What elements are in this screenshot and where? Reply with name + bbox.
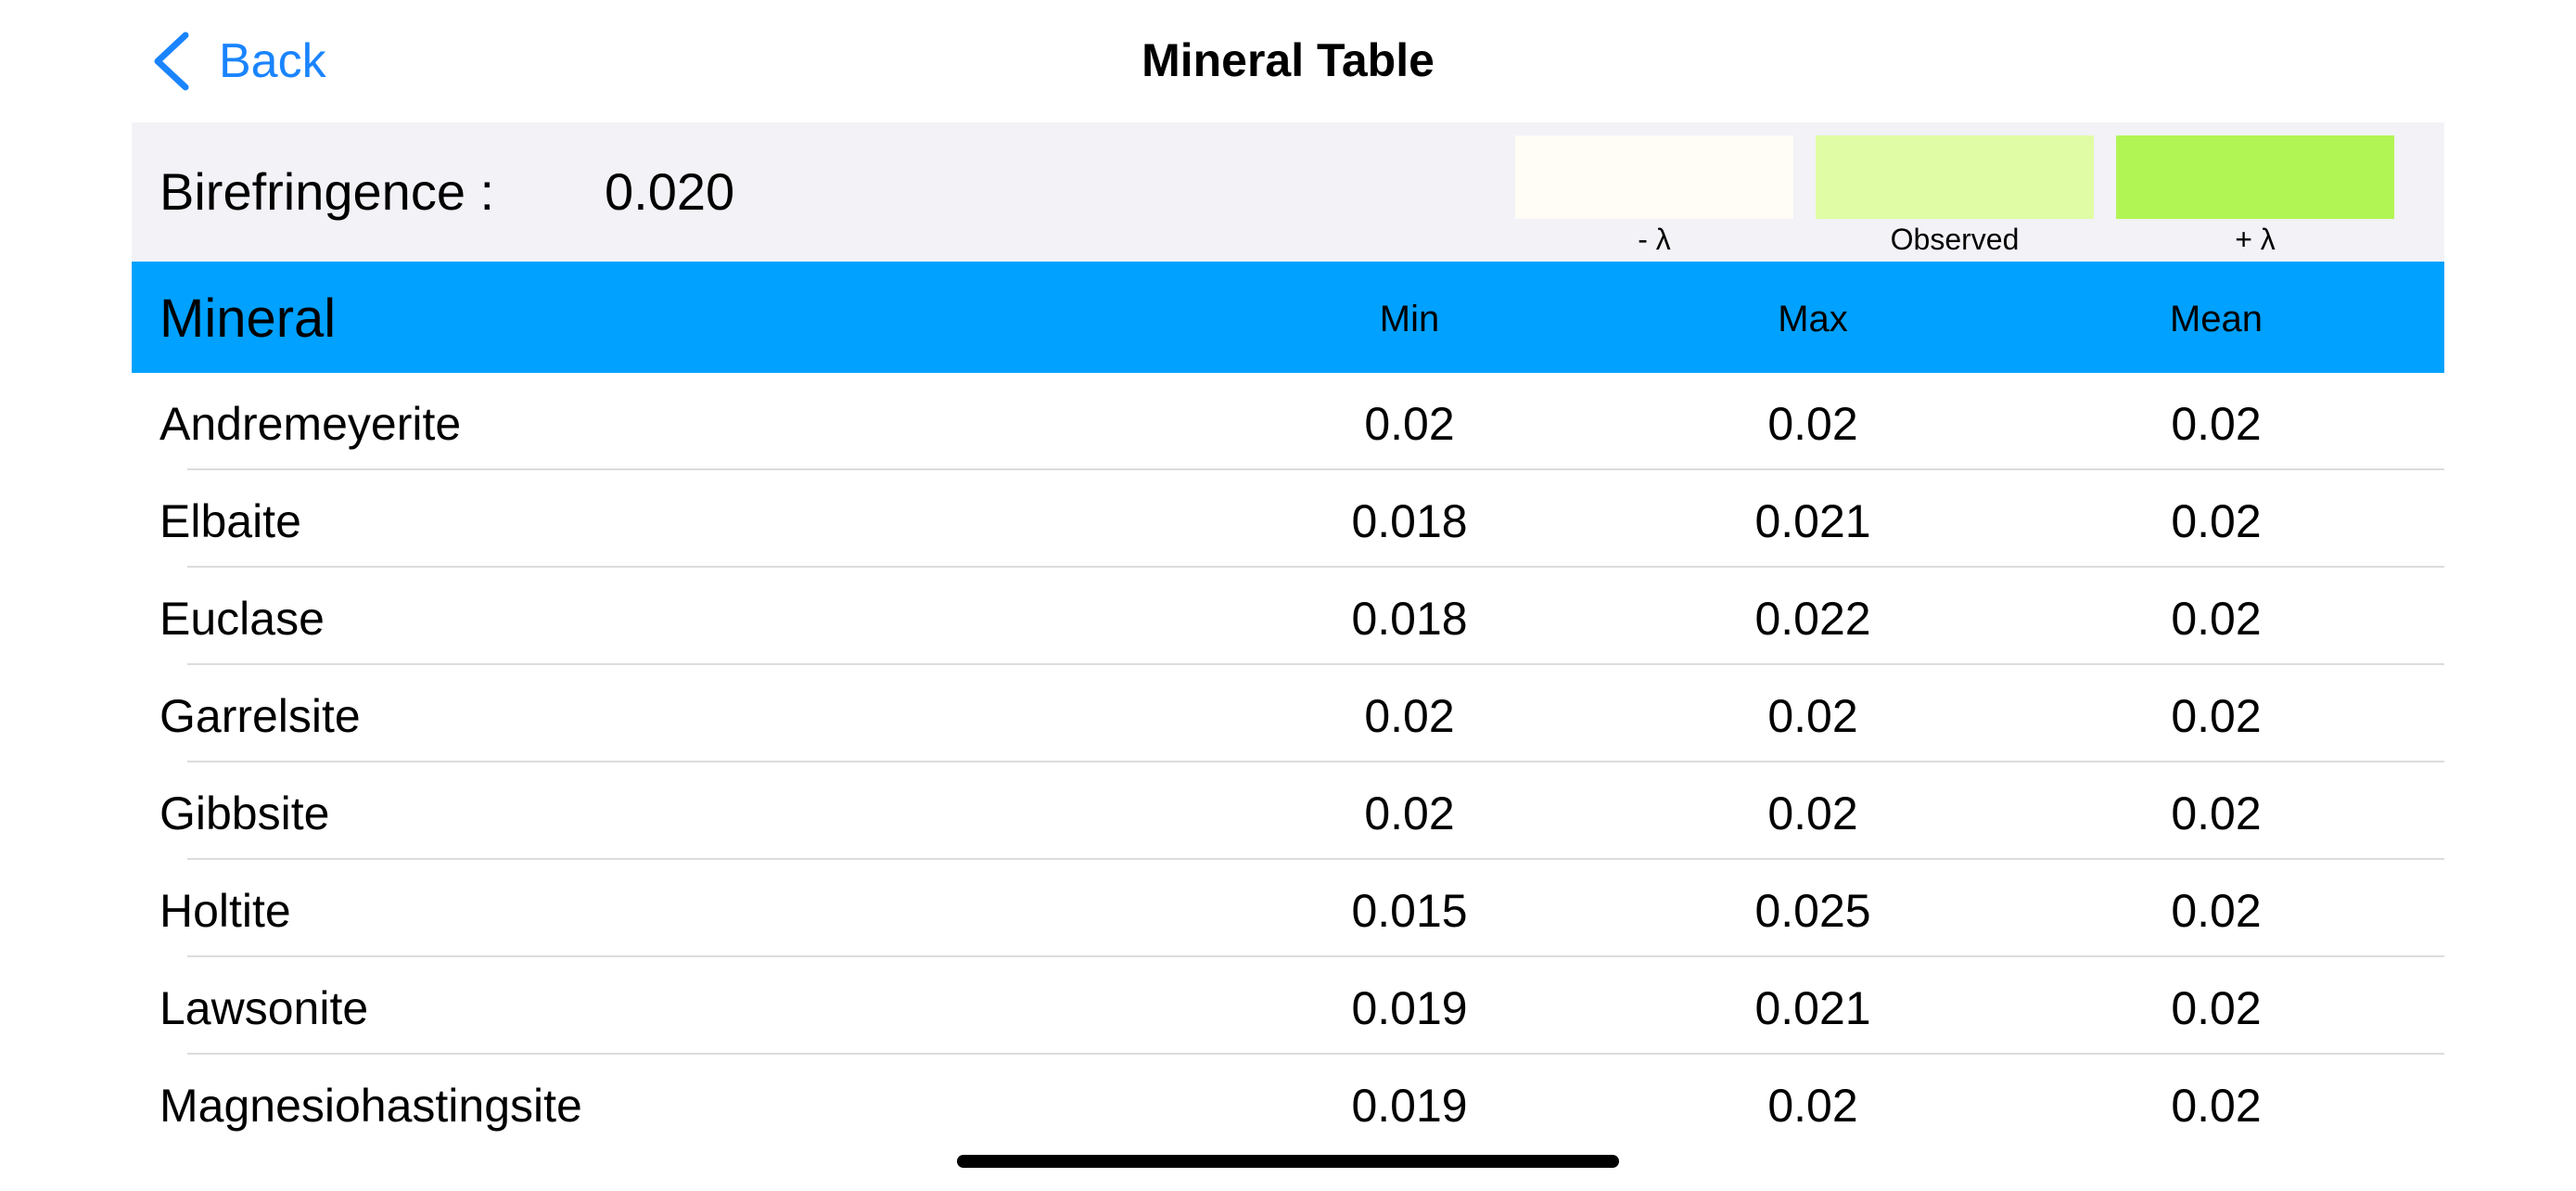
- cell-mean: 0.02: [2171, 398, 2262, 450]
- cell-mean: 0.02: [2171, 1080, 2262, 1132]
- cell-mean: 0.02: [2171, 982, 2262, 1034]
- table-row[interactable]: Lawsonite 0.019 0.021 0.02: [132, 957, 2444, 1055]
- cell-max: 0.02: [1767, 398, 1858, 450]
- swatch-minus-lambda-color: [1515, 135, 1793, 219]
- birefringence-panel: Birefringence : 0.020 - λ Observed + λ: [132, 122, 2444, 262]
- table-row[interactable]: Holtite 0.015 0.025 0.02: [132, 860, 2444, 957]
- header-mean[interactable]: Mean: [2169, 299, 2264, 339]
- back-button[interactable]: Back: [150, 28, 326, 95]
- swatch-observed: Observed: [1816, 135, 2094, 257]
- cell-min: 0.018: [1351, 495, 1468, 547]
- swatch-minus-lambda-label: - λ: [1638, 223, 1671, 256]
- mineral-table-body: Andremeyerite 0.02 0.02 0.02 Elbaite 0.018 0.0…: [132, 373, 2444, 1152]
- navigation-bar: Back Mineral Table: [0, 0, 2576, 122]
- cell-mean: 0.02: [2171, 495, 2262, 547]
- chevron-left-icon: [150, 32, 191, 91]
- cell-min: 0.019: [1351, 1080, 1468, 1132]
- table-row[interactable]: Magnesiohastingsite 0.019 0.02 0.02: [132, 1055, 2444, 1152]
- cell-mineral-name: Gibbsite: [159, 788, 330, 839]
- cell-max: 0.02: [1767, 788, 1858, 839]
- cell-mineral-name: Magnesiohastingsite: [159, 1080, 582, 1132]
- cell-max: 0.022: [1754, 593, 1871, 645]
- header-max[interactable]: Max: [1778, 299, 1848, 339]
- header-mineral[interactable]: Mineral: [159, 288, 337, 349]
- cell-max: 0.025: [1754, 885, 1871, 937]
- cell-max: 0.02: [1767, 1080, 1858, 1132]
- swatch-plus-lambda-label: + λ: [2235, 223, 2276, 256]
- birefringence-label: Birefringence :: [159, 162, 495, 221]
- swatch-observed-color: [1816, 135, 2094, 219]
- cell-max: 0.021: [1754, 982, 1871, 1034]
- table-header: Mineral Min Max Mean: [132, 262, 2444, 373]
- row-separator: [187, 663, 2444, 665]
- cell-mean: 0.02: [2171, 885, 2262, 937]
- table-row[interactable]: Euclase 0.018 0.022 0.02: [132, 568, 2444, 665]
- cell-mean: 0.02: [2171, 690, 2262, 742]
- cell-mean: 0.02: [2171, 788, 2262, 839]
- home-indicator[interactable]: [957, 1155, 1619, 1168]
- cell-min: 0.02: [1364, 398, 1455, 450]
- cell-max: 0.021: [1754, 495, 1871, 547]
- swatch-plus-lambda: + λ: [2116, 135, 2394, 257]
- table-row[interactable]: Andremeyerite 0.02 0.02 0.02: [132, 373, 2444, 470]
- swatch-plus-lambda-color: [2116, 135, 2394, 219]
- row-separator: [187, 955, 2444, 957]
- row-separator: [187, 761, 2444, 762]
- cell-min: 0.019: [1351, 982, 1468, 1034]
- header-min[interactable]: Min: [1379, 299, 1440, 339]
- back-label: Back: [219, 34, 326, 88]
- cell-mineral-name: Elbaite: [159, 495, 301, 547]
- cell-mineral-name: Lawsonite: [159, 982, 369, 1034]
- table-row[interactable]: Gibbsite 0.02 0.02 0.02: [132, 762, 2444, 860]
- cell-mineral-name: Andremeyerite: [159, 398, 462, 450]
- table-row[interactable]: Elbaite 0.018 0.021 0.02: [132, 470, 2444, 568]
- swatch-minus-lambda: - λ: [1515, 135, 1793, 257]
- row-separator: [187, 1053, 2444, 1055]
- cell-min: 0.018: [1351, 593, 1468, 645]
- row-separator: [187, 468, 2444, 470]
- cell-mineral-name: Euclase: [159, 593, 325, 645]
- cell-mineral-name: Garrelsite: [159, 690, 361, 742]
- table-row[interactable]: Garrelsite 0.02 0.02 0.02: [132, 665, 2444, 762]
- cell-min: 0.02: [1364, 690, 1455, 742]
- row-separator: [187, 566, 2444, 568]
- cell-mean: 0.02: [2171, 593, 2262, 645]
- row-separator: [187, 858, 2444, 860]
- cell-max: 0.02: [1767, 690, 1858, 742]
- cell-mineral-name: Holtite: [159, 885, 291, 937]
- birefringence-value: 0.020: [605, 162, 735, 221]
- cell-min: 0.02: [1364, 788, 1455, 839]
- cell-min: 0.015: [1351, 885, 1468, 937]
- swatch-observed-label: Observed: [1890, 223, 2020, 256]
- page-title: Mineral Table: [1141, 34, 1435, 86]
